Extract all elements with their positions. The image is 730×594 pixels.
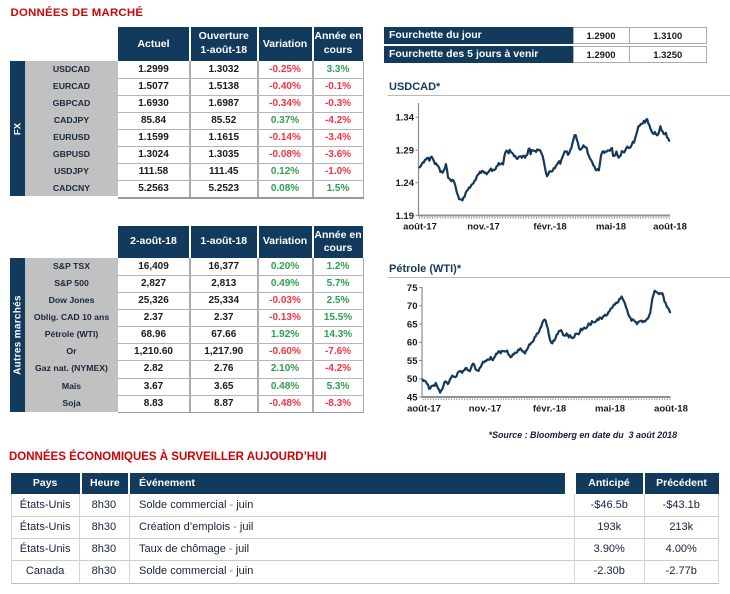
- svg-text:65: 65: [407, 319, 418, 330]
- svg-text:75: 75: [407, 283, 418, 294]
- svg-text:août-17: août-17: [407, 404, 441, 415]
- svg-text:55: 55: [407, 356, 418, 367]
- svg-text:nov.-17: nov.-17: [467, 222, 500, 233]
- svg-text:50: 50: [407, 374, 418, 385]
- svg-text:août-18: août-18: [654, 404, 688, 415]
- svg-text:août-17: août-17: [403, 222, 437, 233]
- svg-text:1.34: 1.34: [396, 113, 415, 124]
- svg-text:mai-18: mai-18: [596, 222, 626, 233]
- svg-text:févr.-18: févr.-18: [533, 222, 566, 233]
- svg-text:1.19: 1.19: [396, 211, 415, 222]
- svg-text:nov.-17: nov.-17: [469, 404, 502, 415]
- svg-text:60: 60: [407, 338, 418, 349]
- svg-text:mai-18: mai-18: [595, 404, 625, 415]
- svg-text:70: 70: [407, 301, 418, 312]
- svg-text:1.29: 1.29: [396, 145, 415, 156]
- svg-text:1.24: 1.24: [396, 178, 415, 189]
- svg-text:45: 45: [407, 392, 418, 403]
- svg-text:août-18: août-18: [653, 222, 687, 233]
- svg-text:févr.-18: févr.-18: [533, 404, 566, 415]
